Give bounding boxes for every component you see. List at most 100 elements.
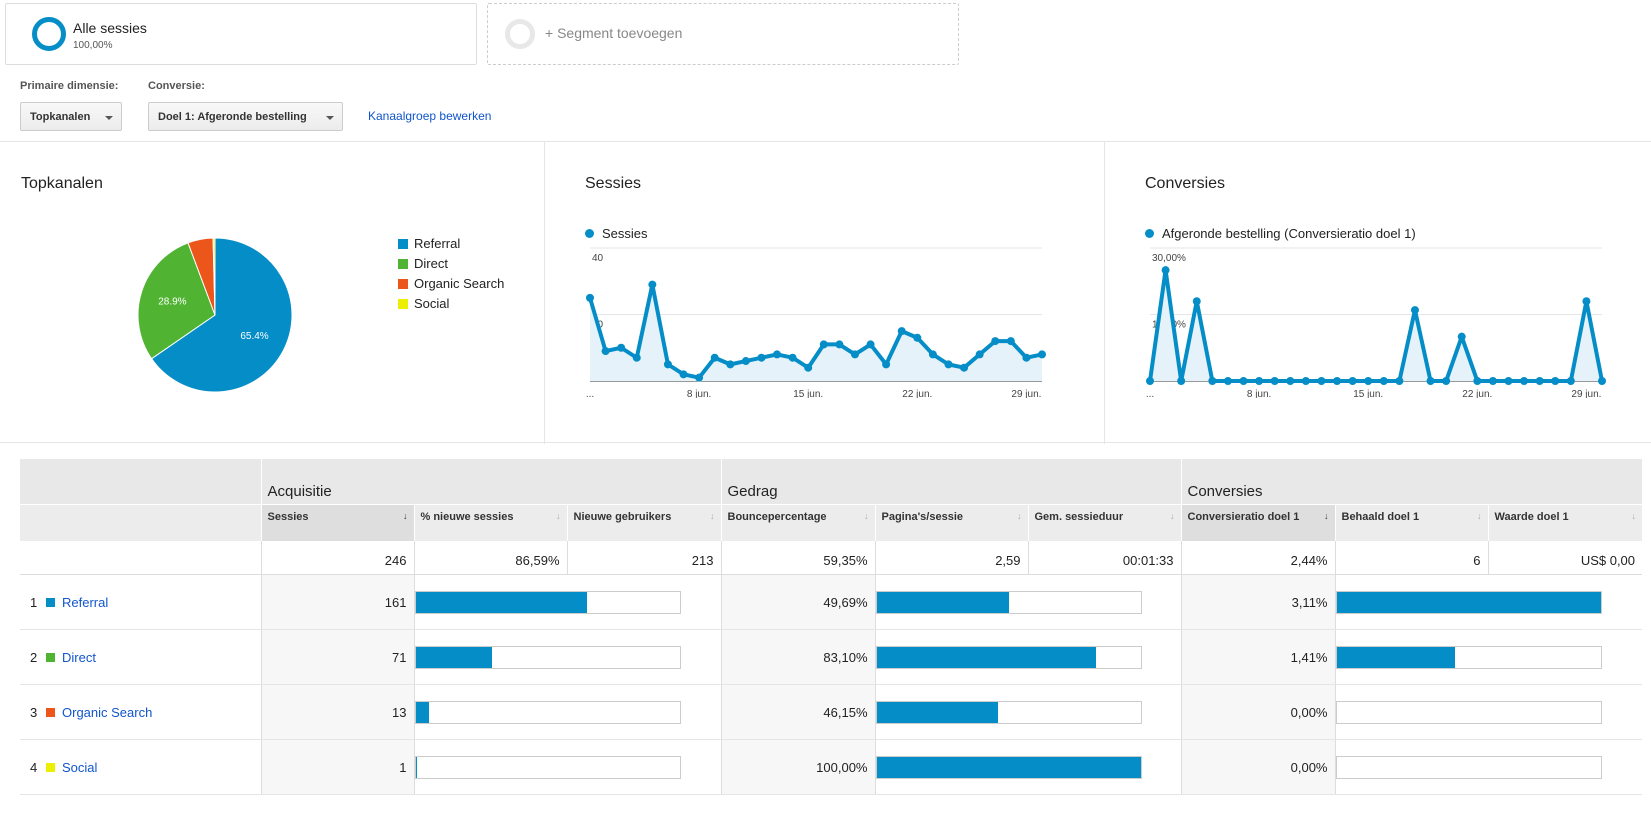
pie-slice-direct[interactable] — [137, 242, 216, 360]
channel-link[interactable]: Direct — [62, 649, 96, 665]
data-point[interactable] — [710, 353, 719, 362]
data-point[interactable] — [1022, 353, 1031, 362]
data-point[interactable] — [1239, 377, 1248, 385]
data-point[interactable] — [1146, 377, 1154, 385]
data-point[interactable] — [1177, 377, 1186, 385]
sort-arrow-icon[interactable]: ↓ — [1324, 510, 1329, 521]
column-header-label: Behaald doel 1 — [1341, 510, 1420, 523]
data-point[interactable] — [897, 327, 906, 336]
data-point[interactable] — [1348, 377, 1357, 385]
data-point[interactable] — [1426, 377, 1435, 385]
data-point[interactable] — [1255, 377, 1264, 385]
data-point[interactable] — [1566, 377, 1575, 385]
sort-arrow-icon[interactable]: ↓ — [556, 510, 561, 521]
data-point[interactable] — [1582, 297, 1591, 306]
column-header[interactable]: Gem. sessieduur ↓ — [1027, 503, 1181, 541]
data-point[interactable] — [1006, 337, 1015, 346]
column-header[interactable]: Waarde doel 1 ↓ — [1487, 503, 1643, 541]
data-point[interactable] — [1192, 297, 1201, 306]
data-point[interactable] — [586, 293, 594, 302]
sort-arrow-icon[interactable]: ↓ — [710, 510, 715, 521]
pie-slice-referral[interactable] — [150, 237, 293, 393]
data-point[interactable] — [788, 353, 797, 362]
data-point[interactable] — [648, 280, 657, 289]
data-point[interactable] — [1286, 377, 1295, 385]
data-point[interactable] — [1270, 377, 1279, 385]
data-point[interactable] — [1473, 377, 1482, 385]
data-point[interactable] — [1364, 377, 1373, 385]
sort-arrow-icon[interactable]: ↓ — [1170, 510, 1175, 521]
data-point[interactable] — [913, 333, 922, 342]
data-point[interactable] — [757, 353, 766, 362]
data-point[interactable] — [835, 340, 844, 349]
data-point[interactable] — [1301, 377, 1310, 385]
series-line — [1148, 268, 1604, 383]
data-point[interactable] — [741, 357, 750, 366]
column-header[interactable]: Behaald doel 1 ↓ — [1334, 503, 1488, 541]
channel-link[interactable]: Organic Search — [62, 704, 153, 720]
data-point[interactable] — [1442, 377, 1451, 385]
data-point[interactable] — [1551, 377, 1560, 385]
data-point[interactable] — [1223, 377, 1232, 385]
data-point[interactable] — [975, 350, 984, 359]
data-point[interactable] — [1488, 377, 1497, 385]
channel-link[interactable]: Referral — [62, 594, 109, 610]
data-point[interactable] — [1208, 377, 1217, 385]
column-header[interactable]: Conversieratio doel 1 ↓ — [1180, 503, 1335, 541]
sort-arrow-icon[interactable]: ↓ — [1017, 510, 1022, 521]
data-point[interactable] — [1457, 332, 1466, 341]
data-point[interactable] — [1504, 377, 1513, 385]
sort-arrow-icon[interactable]: ↓ — [1631, 510, 1637, 521]
legend-item-social[interactable]: Social — [398, 296, 449, 311]
conversion-dropdown[interactable]: Doel 1: Afgeronde bestelling — [148, 102, 343, 131]
legend-item-direct[interactable]: Direct — [398, 256, 448, 271]
data-point[interactable] — [695, 373, 704, 382]
data-point[interactable] — [960, 363, 969, 372]
primary-dimension-dropdown[interactable]: Topkanalen — [20, 102, 122, 131]
segment-all-sessions[interactable]: Alle sessies 100,00% — [5, 3, 477, 65]
data-point[interactable] — [882, 360, 891, 369]
data-point[interactable] — [1317, 377, 1326, 385]
sort-arrow-icon[interactable]: ↓ — [1477, 510, 1482, 521]
data-point[interactable] — [1520, 377, 1529, 385]
column-header[interactable]: Pagina's/sessie ↓ — [874, 503, 1028, 541]
column-header[interactable]: Sessies ↓ — [260, 503, 414, 541]
sort-arrow-icon[interactable]: ↓ — [864, 510, 869, 521]
data-point[interactable] — [1379, 377, 1388, 385]
column-header[interactable]: Nieuwe gebruikers ↓ — [566, 503, 721, 541]
data-point[interactable] — [819, 340, 828, 349]
data-point[interactable] — [632, 353, 641, 362]
data-point[interactable] — [1598, 377, 1606, 385]
column-header[interactable]: Bouncepercentage ↓ — [720, 503, 875, 541]
add-segment-button[interactable]: + Segment toevoegen — [487, 3, 959, 65]
data-point[interactable] — [1395, 377, 1404, 385]
data-point[interactable] — [773, 350, 782, 359]
data-point[interactable] — [1038, 350, 1046, 359]
data-point[interactable] — [601, 347, 610, 356]
column-header[interactable]: % nieuwe sessies ↓ — [413, 503, 567, 541]
edit-channel-group-link[interactable]: Kanaalgroep bewerken — [368, 109, 492, 123]
data-point[interactable] — [944, 360, 953, 369]
data-point[interactable] — [991, 337, 1000, 346]
bar-track — [1335, 590, 1602, 614]
sort-arrow-icon[interactable]: ↓ — [403, 510, 408, 521]
data-point[interactable] — [1161, 266, 1170, 275]
data-point[interactable] — [726, 360, 735, 369]
data-point[interactable] — [804, 363, 813, 372]
legend-item-referral[interactable]: Referral — [398, 236, 460, 251]
conversion-value: Doel 1: Afgeronde bestelling — [158, 111, 307, 123]
bar-track — [414, 590, 681, 614]
pie-slice-social[interactable] — [212, 237, 216, 316]
legend-item-organic-search[interactable]: Organic Search — [398, 276, 504, 291]
column-header-label: Waarde doel 1 — [1494, 510, 1569, 523]
data-point[interactable] — [617, 343, 626, 352]
data-point[interactable] — [679, 370, 688, 379]
data-point[interactable] — [866, 340, 875, 349]
data-point[interactable] — [928, 350, 937, 359]
data-point[interactable] — [1333, 377, 1342, 385]
data-point[interactable] — [850, 350, 859, 359]
channel-link[interactable]: Social — [62, 759, 98, 775]
data-point[interactable] — [1535, 377, 1544, 385]
data-point[interactable] — [1410, 306, 1419, 315]
data-point[interactable] — [663, 360, 672, 369]
